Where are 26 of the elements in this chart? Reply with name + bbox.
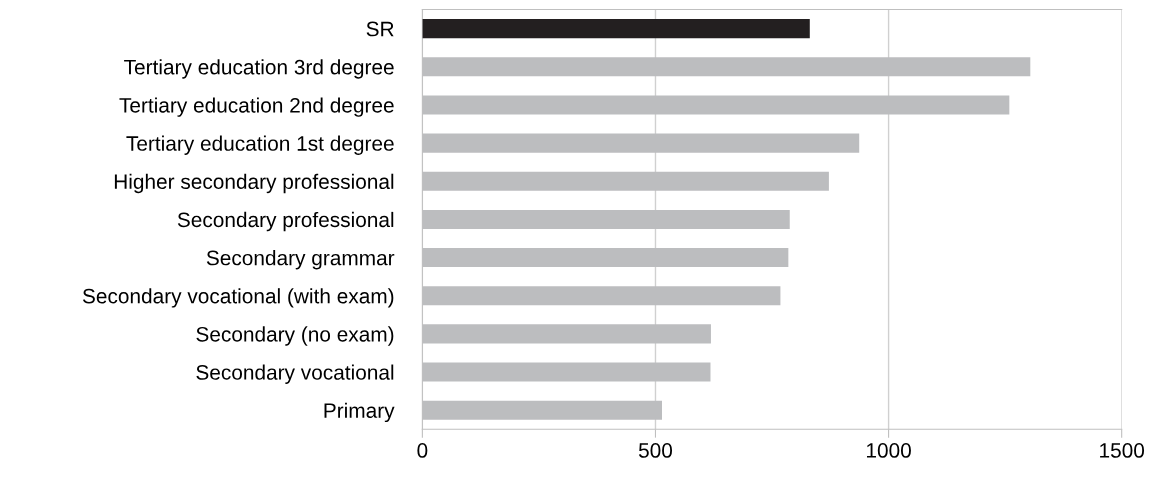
y-tick-label: SR <box>366 21 394 37</box>
x-tick-label: 0 <box>417 443 428 458</box>
y-tick-label: Tertiary education 1st degree <box>126 135 394 155</box>
bar <box>422 400 662 420</box>
bar <box>422 57 1031 77</box>
bar <box>422 324 711 344</box>
y-tick-label: Tertiary education 2nd degree <box>119 97 394 117</box>
y-tick-label: Secondary vocational <box>196 364 394 384</box>
x-tick-label: 1000 <box>867 443 911 458</box>
x-tick-label: 500 <box>638 443 673 458</box>
x-tick-label: 1500 <box>1100 443 1145 458</box>
y-tick-label: Tertiary education 3rd degree <box>124 59 394 79</box>
bar <box>422 171 829 191</box>
bar <box>422 286 781 306</box>
y-tick-label: Higher secondary professional <box>114 173 394 194</box>
y-tick-label: Secondary vocational (with exam) <box>82 288 394 308</box>
y-tick-label: Secondary (no exam) <box>196 326 394 346</box>
bar <box>422 133 860 153</box>
y-tick-label: Primary <box>324 402 395 423</box>
y-tick-label: Secondary professional <box>177 211 394 232</box>
bar <box>422 95 1010 115</box>
bar <box>422 209 790 229</box>
bar <box>422 362 711 382</box>
bar <box>422 248 789 268</box>
y-tick-label: Secondary grammar <box>206 250 395 270</box>
bar <box>422 19 810 39</box>
